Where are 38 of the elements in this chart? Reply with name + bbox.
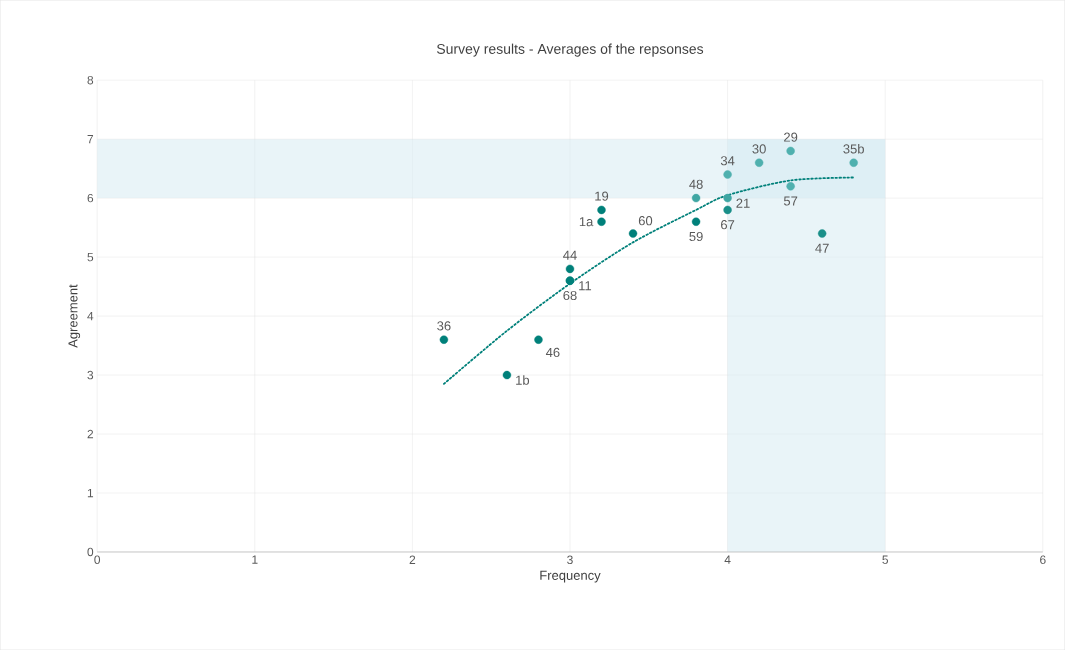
y-tick-label: 2 — [87, 429, 94, 439]
annotation: 29 — [784, 132, 798, 142]
x-tick-label: 5 — [882, 555, 889, 564]
annotation: 46 — [545, 347, 560, 357]
x-axis-title: Frequency — [540, 570, 601, 583]
annotation: 19 — [595, 191, 609, 201]
y-tick-label: 7 — [87, 134, 94, 144]
annotation: 44 — [563, 250, 577, 260]
x-tick-label: 1 — [252, 555, 258, 564]
y-axis-title: Agreement — [68, 284, 81, 348]
x-tick-label: 6 — [1040, 555, 1046, 564]
x-tick-label: 4 — [724, 555, 731, 564]
annotation: 48 — [689, 179, 703, 189]
annotation: 57 — [783, 196, 798, 206]
annotation: 21 — [736, 198, 750, 208]
x-tick-label: 0 — [94, 555, 101, 564]
annotation: 34 — [720, 156, 735, 166]
y-tick-label: 6 — [87, 193, 94, 203]
annotation: 59 — [689, 231, 703, 242]
y-tick-label: 4 — [87, 311, 94, 321]
annotation: 60 — [638, 216, 653, 226]
annotation: 11 — [579, 281, 592, 291]
annotation: 1b — [516, 375, 530, 385]
x-tick-label: 3 — [567, 555, 573, 564]
y-tick-label: 5 — [87, 252, 94, 262]
y-tick-label: 0 — [87, 547, 94, 557]
y-tick-label: 3 — [87, 370, 94, 380]
annotation: 68 — [563, 290, 577, 301]
annotation: 35b — [843, 143, 864, 154]
y-tick-label: 1 — [87, 488, 94, 498]
x-tick-label: 2 — [409, 555, 416, 564]
chart-title: Survey results - Averages of the repsonses — [436, 43, 704, 57]
annotation: 47 — [815, 243, 829, 253]
annotation: 1a — [579, 217, 594, 227]
annotation: 36 — [437, 321, 451, 331]
y-tick-label: 8 — [87, 75, 94, 85]
annotation: 30 — [752, 144, 766, 154]
annotation: 67 — [721, 220, 735, 230]
